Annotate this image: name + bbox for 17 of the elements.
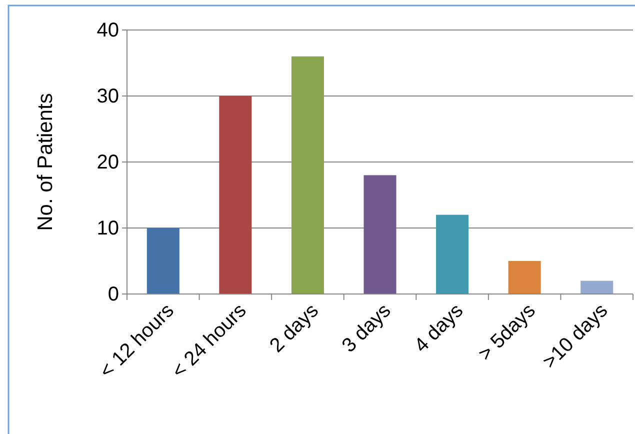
- y-tick-label: 0: [108, 283, 119, 306]
- y-tick-label: 40: [96, 19, 119, 42]
- y-tick-label: 10: [96, 217, 119, 240]
- bar: [146, 228, 180, 294]
- x-tick-label: 3 days: [338, 300, 396, 357]
- x-tick-label: 4 days: [410, 300, 468, 357]
- y-tick-label: 20: [96, 151, 119, 174]
- y-axis-title: No. of Patients: [34, 93, 57, 231]
- y-tick-label: 30: [96, 85, 119, 108]
- bar: [364, 175, 396, 294]
- bar: [219, 96, 252, 294]
- bar: [291, 56, 324, 294]
- bar: [436, 214, 469, 294]
- x-tick-label: >10 days: [538, 300, 612, 374]
- bar: [508, 261, 541, 294]
- bar: [580, 280, 614, 294]
- x-tick-label: 2 days: [266, 300, 323, 357]
